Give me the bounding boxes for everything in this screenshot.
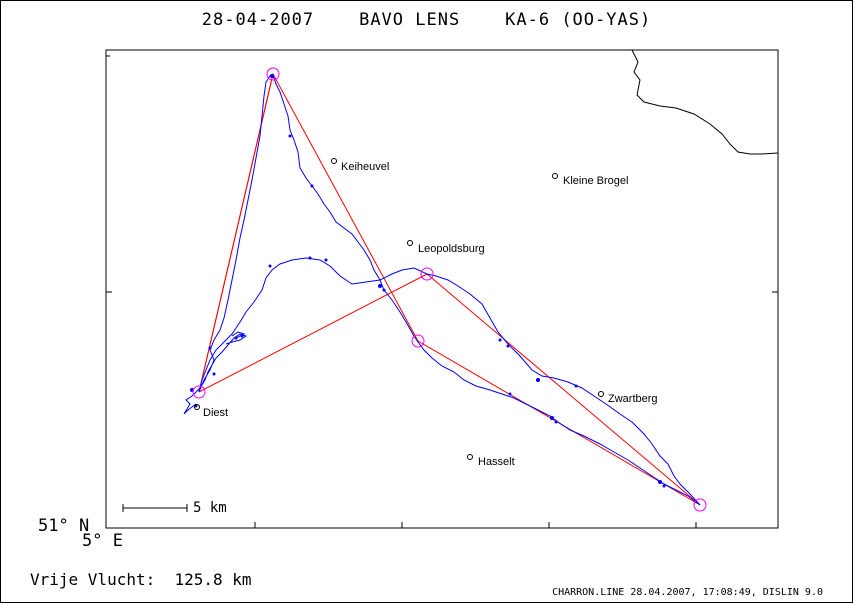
place-label-keiheuvel: Keiheuvel (341, 161, 389, 173)
turnpoint-southeast (693, 498, 707, 512)
place-label-kleine-brogel: Kleine Brogel (563, 175, 628, 187)
longitude-label: 5° E (82, 531, 123, 551)
page-title: 28-04-2007 BAVO LENS KA-6 (OO-YAS) (201, 10, 652, 30)
place-marker-kleine-brogel (552, 173, 558, 179)
turnpoint-east-mid (420, 267, 434, 281)
turnpoint-start (192, 385, 206, 399)
turnpoint-north (266, 67, 280, 81)
place-label-zwartberg: Zwartberg (608, 393, 658, 405)
distance-value: 125.8 km (174, 570, 252, 589)
place-marker-leopoldsburg (407, 240, 413, 246)
gps-track (183, 75, 701, 506)
scale-bar-label: 5 km (193, 500, 227, 516)
place-marker-diest (194, 404, 200, 410)
map-frame (105, 49, 779, 529)
turnpoints (192, 67, 707, 512)
scale-bar (122, 504, 188, 512)
place-marker-zwartberg (598, 391, 604, 397)
place-marker-hasselt (467, 454, 473, 460)
place-markers (194, 158, 604, 460)
place-label-hasselt: Hasselt (478, 456, 515, 468)
distance-label: Vrije Vlucht: (30, 570, 156, 589)
place-marker-keiheuvel (331, 158, 337, 164)
border-line (631, 49, 779, 155)
distance-readout: Vrije Vlucht: 125.8 km (30, 570, 252, 589)
place-label-leopoldsburg: Leopoldsburg (418, 243, 485, 255)
axis-ticks (106, 55, 778, 528)
place-label-diest: Diest (203, 407, 228, 419)
track-markers (190, 74, 666, 488)
latitude-label: 51° N (38, 516, 90, 536)
task-lines (198, 72, 701, 506)
footer-info: CHARRON.LINE 28.04.2007, 17:08:49, DISLI… (552, 587, 823, 598)
turnpoint-center (411, 334, 425, 348)
